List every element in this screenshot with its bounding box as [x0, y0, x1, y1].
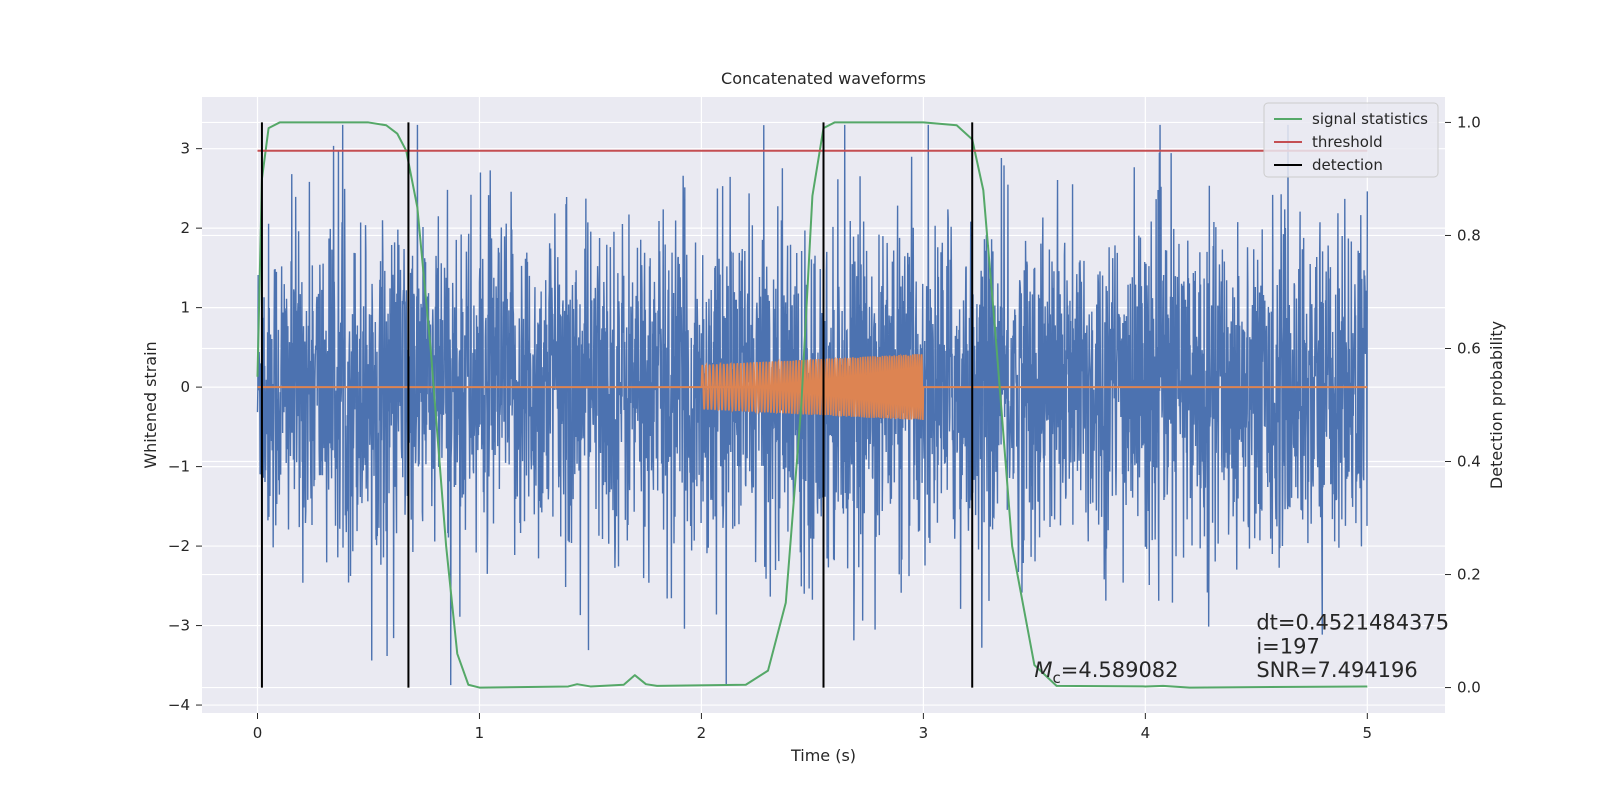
- whitened-strain-series: [256, 124, 1369, 686]
- annotation-snr: SNR=7.494196: [1256, 658, 1417, 682]
- y2-tick-label: 0.6: [1457, 339, 1481, 357]
- y-tick-label: 3: [180, 140, 190, 158]
- x-tick-label: 5: [1363, 724, 1373, 742]
- template-chirp: [700, 353, 925, 421]
- y-axis-label: Whitened strain: [141, 341, 160, 468]
- y2-tick-label: 0.4: [1457, 453, 1481, 471]
- y-tick-label: 2: [180, 219, 190, 237]
- x-tick-label: 1: [475, 724, 485, 742]
- y2-axis-label: Detection probability: [1487, 321, 1506, 489]
- legend: signal statistics threshold detection: [1263, 102, 1439, 178]
- signal-statistics-line: [256, 121, 1368, 689]
- axes: 0 1 2 3 4 5 3 2 1 0 −1 −2 −3 −4 1.0 0.8 0.6 0.4 0.2 0.0: [168, 113, 1481, 742]
- x-tick-label: 2: [697, 724, 707, 742]
- legend-box: [1263, 102, 1439, 178]
- x-tick-label: 0: [253, 724, 263, 742]
- annotation-dt: dt=0.4521484375: [1256, 611, 1449, 635]
- legend-label: threshold: [1312, 133, 1383, 151]
- y-tick-label: −1: [168, 458, 190, 476]
- x-tick-label: 4: [1141, 724, 1151, 742]
- annotation-mc: Mc=4.589082: [1034, 658, 1178, 687]
- strain-line: [256, 124, 1369, 686]
- legend-label: detection: [1312, 156, 1383, 174]
- x-axis-label: Time (s): [790, 746, 856, 765]
- y2-tick-label: 0.8: [1457, 226, 1481, 244]
- y2-tick-label: 1.0: [1457, 113, 1481, 131]
- legend-label: signal statistics: [1312, 110, 1428, 128]
- y2-tick-label: 0.0: [1457, 679, 1481, 697]
- annotation-i: i=197: [1256, 634, 1320, 658]
- y-tick-label: −3: [168, 617, 190, 635]
- y2-tick-label: 0.2: [1457, 566, 1481, 584]
- y-tick-label: −4: [168, 696, 190, 714]
- template-waveform-series: [257, 353, 1368, 421]
- y-tick-label: 1: [180, 299, 190, 317]
- chart-title: Concatenated waveforms: [721, 69, 926, 88]
- y-tick-label: 0: [180, 378, 190, 396]
- detection-overlay: [256, 121, 1368, 689]
- x-tick-label: 3: [919, 724, 929, 742]
- annotations: Mc=4.589082 dt=0.4521484375 i=197SNR=7.49…: [1034, 611, 1449, 688]
- y-tick-label: −2: [168, 537, 190, 555]
